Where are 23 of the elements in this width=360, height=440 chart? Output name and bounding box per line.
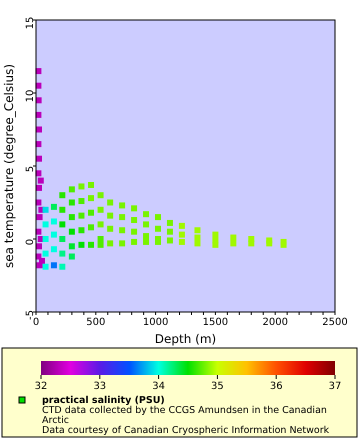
- x-tick-label: 500: [86, 317, 106, 328]
- y-tick-label: 5: [25, 166, 36, 172]
- color-bar-label: 36: [270, 381, 283, 392]
- y-tick-label: 0: [25, 238, 36, 246]
- x-tick-label: 2000: [262, 317, 288, 328]
- x-tick-label: 1000: [142, 317, 168, 328]
- x-tick-label: 1500: [202, 317, 228, 328]
- color-bar-label: 37: [328, 381, 342, 392]
- point: [38, 258, 45, 264]
- color-bar-title: practical salinity (PSU): [42, 395, 165, 406]
- y-axis-title: sea temperature (degree_Celsius): [2, 64, 16, 268]
- text: CTD data collected by the CCGS Amundsen in the Canadian Arctic: [42, 405, 327, 426]
- x-axis-title: Depth (m): [154, 332, 216, 346]
- color-bar-label: 34: [152, 381, 165, 392]
- x-tick-label: 2500: [322, 317, 348, 328]
- y-tick-label: 10: [25, 90, 36, 102]
- point: [36, 214, 43, 220]
- color-bar-label: 35: [211, 381, 224, 392]
- y-tick-label: 15: [25, 16, 36, 30]
- color-bar-label: 33: [93, 381, 106, 392]
- color-bar-label: 32: [34, 381, 48, 392]
- point: [38, 178, 44, 184]
- text: Data courtesy of Canadian Cryospheric Information Network: [42, 425, 330, 436]
